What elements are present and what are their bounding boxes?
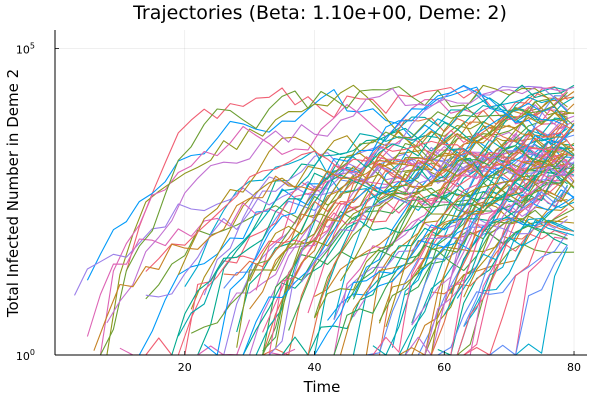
trajectory-line bbox=[340, 84, 575, 282]
trajectory-line bbox=[346, 145, 568, 303]
trajectory-line bbox=[236, 121, 575, 348]
trajectory-line bbox=[352, 164, 575, 300]
trajectory-line bbox=[177, 112, 568, 276]
trajectory-line bbox=[288, 166, 575, 331]
trajectory-line bbox=[417, 196, 575, 275]
trajectory-line bbox=[86, 176, 568, 337]
x-tick-label: 40 bbox=[308, 361, 322, 374]
trajectory-line bbox=[443, 141, 575, 316]
trajectory-line bbox=[288, 124, 575, 356]
axes bbox=[54, 30, 587, 356]
trajectory-line bbox=[385, 147, 568, 328]
trajectory-line bbox=[424, 173, 568, 356]
y-axis-label: Total Infected Number in Deme 2 bbox=[4, 69, 22, 318]
trajectory-line bbox=[236, 157, 575, 333]
trajectory-line bbox=[268, 85, 568, 356]
trajectory-line bbox=[437, 131, 568, 356]
trajectory-line bbox=[177, 127, 568, 337]
trajectory-line bbox=[378, 208, 575, 322]
trajectory-line bbox=[249, 154, 575, 356]
x-tick-labels: 20 40 60 80 bbox=[178, 351, 581, 374]
x-axis-label: Time bbox=[303, 378, 341, 396]
x-tick-label: 80 bbox=[567, 361, 581, 374]
trajectory-line bbox=[456, 219, 575, 299]
trajectory-line bbox=[249, 103, 575, 310]
trajectory-line bbox=[262, 92, 575, 356]
trajectory-line bbox=[366, 134, 575, 356]
trajectory-line bbox=[463, 186, 568, 327]
trajectory-line bbox=[333, 217, 568, 321]
trajectory-line bbox=[372, 86, 568, 356]
trajectory-line bbox=[158, 84, 575, 356]
trajectory-line bbox=[398, 199, 568, 356]
trajectory-line bbox=[223, 115, 575, 314]
trajectory-line bbox=[223, 150, 575, 276]
trajectory-line bbox=[255, 89, 568, 291]
x-tick-label: 60 bbox=[437, 361, 451, 374]
trajectory-line bbox=[288, 124, 575, 290]
x-tick-label: 20 bbox=[178, 361, 192, 374]
trajectory-line bbox=[190, 91, 568, 334]
trajectory-line bbox=[392, 104, 575, 356]
trajectory-line bbox=[184, 150, 575, 287]
trajectory-line bbox=[145, 131, 575, 272]
trajectory-line bbox=[203, 84, 568, 356]
trajectory-line bbox=[93, 142, 575, 351]
chart-title: Trajectories (Beta: 1.10e+00, Deme: 2) bbox=[132, 2, 507, 24]
trajectory-line bbox=[333, 94, 568, 320]
trajectory-line bbox=[365, 122, 575, 356]
trajectory-line bbox=[301, 156, 575, 283]
trajectory-line bbox=[437, 123, 568, 330]
trajectory-line bbox=[106, 86, 575, 324]
trajectory-line bbox=[190, 133, 568, 310]
